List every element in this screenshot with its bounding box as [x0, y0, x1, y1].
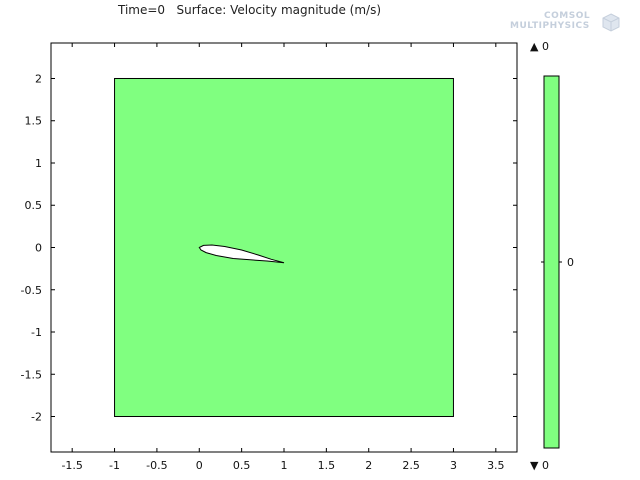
y-tick-label: 0	[35, 242, 42, 255]
colorbar-max-label: ▲ 0	[530, 40, 549, 53]
surface-domain	[114, 77, 454, 418]
comsol-logo: COMSOL MULTIPHYSICS	[506, 11, 624, 35]
colorbar	[543, 75, 560, 449]
x-tick-label: 2	[365, 459, 372, 472]
x-tick-label: 1	[281, 459, 288, 472]
logo-line2: MULTIPHYSICS	[510, 21, 590, 31]
x-tick-label: 3.5	[487, 459, 505, 472]
y-tick-label: 1.5	[25, 115, 43, 128]
x-tick-label: 0	[196, 459, 203, 472]
x-tick-label: -1.5	[61, 459, 82, 472]
logo-line1: COMSOL	[544, 11, 591, 21]
y-tick-label: -1	[31, 326, 42, 339]
y-tick-label: 1	[35, 157, 42, 170]
y-tick-label: -1.5	[21, 368, 42, 381]
y-tick-label: 2	[35, 72, 42, 85]
x-tick-label: 2.5	[402, 459, 420, 472]
x-tick-label: -1	[109, 459, 120, 472]
x-tick-label: 0.5	[233, 459, 251, 472]
plot-title: Time=0 Surface: Velocity magnitude (m/s)	[118, 3, 382, 17]
x-tick-label: 3	[450, 459, 457, 472]
cube-icon	[602, 13, 620, 32]
colorbar-min-label: ▼ 0	[530, 459, 549, 472]
y-tick-label: -2	[31, 411, 42, 424]
colorbar-tick-label: 0	[567, 256, 574, 269]
y-tick-label: -0.5	[21, 284, 42, 297]
x-tick-label: -0.5	[146, 459, 167, 472]
x-tick-label: 1.5	[318, 459, 336, 472]
airfoil	[198, 244, 285, 264]
y-tick-label: 0.5	[25, 199, 43, 212]
